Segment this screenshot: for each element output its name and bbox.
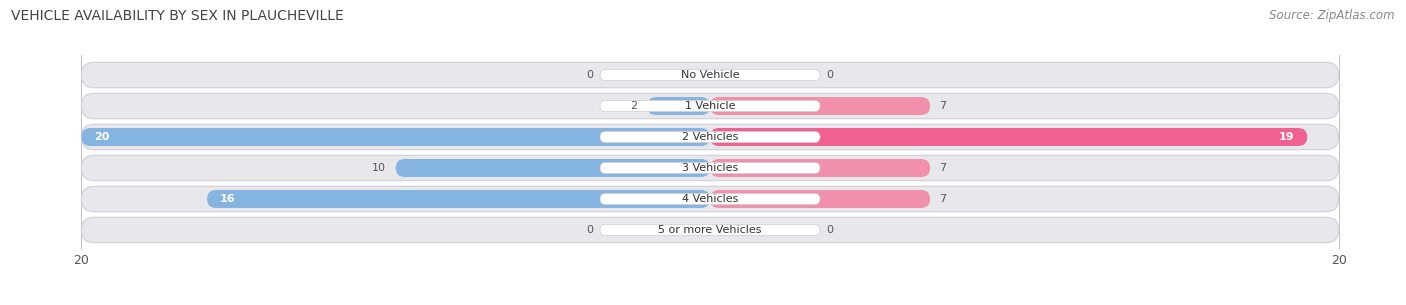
FancyBboxPatch shape <box>82 62 1339 88</box>
Text: 10: 10 <box>373 163 387 173</box>
Text: 7: 7 <box>939 101 946 111</box>
Text: Source: ZipAtlas.com: Source: ZipAtlas.com <box>1270 9 1395 22</box>
FancyBboxPatch shape <box>710 190 929 208</box>
FancyBboxPatch shape <box>600 70 820 81</box>
Text: 2 Vehicles: 2 Vehicles <box>682 132 738 142</box>
FancyBboxPatch shape <box>207 190 710 208</box>
FancyBboxPatch shape <box>710 159 929 177</box>
Text: VEHICLE AVAILABILITY BY SEX IN PLAUCHEVILLE: VEHICLE AVAILABILITY BY SEX IN PLAUCHEVI… <box>11 9 344 23</box>
FancyBboxPatch shape <box>710 97 929 115</box>
FancyBboxPatch shape <box>710 128 1308 146</box>
FancyBboxPatch shape <box>600 224 820 235</box>
FancyBboxPatch shape <box>82 217 1339 243</box>
Text: 2: 2 <box>631 101 638 111</box>
Text: No Vehicle: No Vehicle <box>681 70 740 80</box>
Text: 7: 7 <box>939 163 946 173</box>
FancyBboxPatch shape <box>600 100 820 112</box>
FancyBboxPatch shape <box>82 93 1339 119</box>
Text: 3 Vehicles: 3 Vehicles <box>682 163 738 173</box>
FancyBboxPatch shape <box>395 159 710 177</box>
FancyBboxPatch shape <box>600 163 820 174</box>
Text: 20: 20 <box>94 132 110 142</box>
FancyBboxPatch shape <box>82 186 1339 212</box>
Text: 0: 0 <box>827 70 834 80</box>
FancyBboxPatch shape <box>82 128 710 146</box>
Text: 0: 0 <box>827 225 834 235</box>
FancyBboxPatch shape <box>600 193 820 205</box>
FancyBboxPatch shape <box>82 155 1339 181</box>
FancyBboxPatch shape <box>600 131 820 142</box>
Text: 16: 16 <box>219 194 235 204</box>
Text: 1 Vehicle: 1 Vehicle <box>685 101 735 111</box>
Text: 5 or more Vehicles: 5 or more Vehicles <box>658 225 762 235</box>
Legend: Male, Female: Male, Female <box>651 304 769 305</box>
FancyBboxPatch shape <box>647 97 710 115</box>
Text: 19: 19 <box>1279 132 1295 142</box>
Text: 0: 0 <box>586 225 593 235</box>
Text: 4 Vehicles: 4 Vehicles <box>682 194 738 204</box>
Text: 0: 0 <box>586 70 593 80</box>
FancyBboxPatch shape <box>82 124 1339 150</box>
Text: 7: 7 <box>939 194 946 204</box>
